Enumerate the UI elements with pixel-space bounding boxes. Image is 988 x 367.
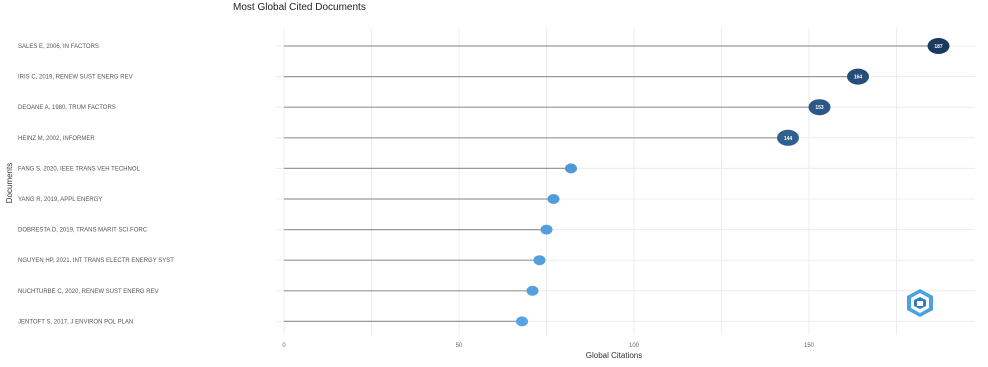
data-point	[927, 38, 950, 54]
data-point	[808, 99, 831, 116]
category-label: NGUYEN HP, 2021, INT TRANS ELECTR ENERGY…	[18, 258, 174, 264]
data-label: 144	[784, 136, 793, 142]
grid	[276, 28, 975, 335]
data-point	[533, 255, 546, 266]
x-tick-label: 0	[282, 343, 286, 349]
data-points: 187 164 153 144	[516, 38, 950, 327]
category-label: NUCHTURBE C, 2020, RENEW SUST ENERG REV	[18, 289, 159, 295]
data-point	[526, 285, 539, 296]
data-point	[540, 224, 553, 235]
category-label: DEOANE A, 1980, TRUM FACTORS	[18, 105, 116, 111]
bibliometrix-logo-icon	[907, 289, 933, 317]
category-label: DOBRESTA D, 2019, TRANS MARIT SCI FORC	[18, 228, 148, 234]
data-label: 164	[854, 75, 863, 81]
data-point	[565, 163, 577, 174]
category-label: JENTOFT S, 2017, J ENVIRON POL PLAN	[18, 319, 133, 325]
category-label: HEINZ M, 2002, INFORMER	[18, 136, 95, 142]
category-labels: SALES E, 2006, IN FACTORS IRIS C, 2019, R…	[18, 44, 174, 325]
x-tick-label: 150	[804, 343, 815, 349]
data-point	[847, 68, 869, 85]
category-label: YANG R, 2019, APPL ENERGY	[18, 197, 102, 203]
data-label: 187	[934, 44, 943, 50]
x-tick-labels: 0 50 100 150	[282, 343, 814, 349]
category-label: SALES E, 2006, IN FACTORS	[18, 44, 99, 50]
chart-title: Most Global Cited Documents	[233, 2, 366, 13]
x-tick-label: 50	[456, 343, 463, 349]
x-axis-label: Global Citations	[586, 351, 642, 360]
y-axis-label: Documents	[5, 163, 14, 203]
data-point	[547, 194, 560, 204]
category-label: IRIS C, 2019, RENEW SUST ENERG REV	[18, 75, 133, 81]
stems	[284, 45, 939, 322]
data-point	[777, 129, 799, 146]
data-label: 153	[815, 105, 824, 111]
category-label: FANG S, 2020, IEEE TRANS VEH TECHNOL	[18, 166, 140, 172]
x-tick-label: 100	[629, 343, 640, 349]
data-point	[516, 316, 528, 327]
